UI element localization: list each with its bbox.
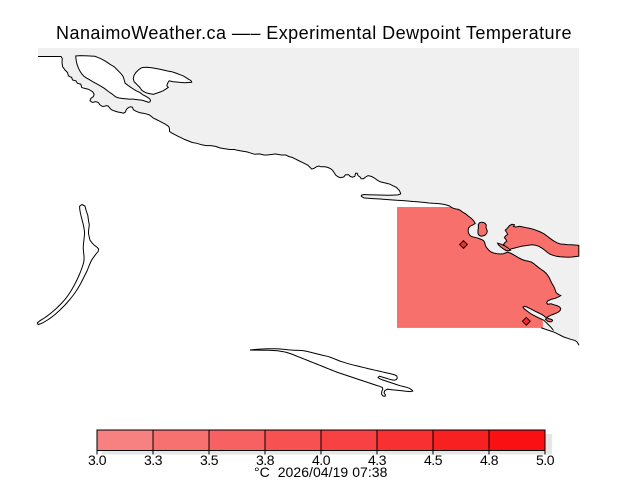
svg-text:3.8: 3.8 xyxy=(256,452,275,468)
svg-text:°C 2026/04/19 07:38: °C 2026/04/19 07:38 xyxy=(254,464,388,480)
svg-text:4.8: 4.8 xyxy=(480,452,499,468)
svg-text:5.0: 5.0 xyxy=(536,452,555,468)
svg-text:3.5: 3.5 xyxy=(200,452,219,468)
svg-text:3.0: 3.0 xyxy=(88,452,107,468)
svg-text:3.3: 3.3 xyxy=(144,452,163,468)
svg-text:4.0: 4.0 xyxy=(312,452,331,468)
svg-text:4.3: 4.3 xyxy=(368,452,387,468)
svg-text:NanaimoWeather.ca —– Experimen: NanaimoWeather.ca —– Experimental Dewpoi… xyxy=(56,23,572,43)
svg-text:4.5: 4.5 xyxy=(424,452,443,468)
